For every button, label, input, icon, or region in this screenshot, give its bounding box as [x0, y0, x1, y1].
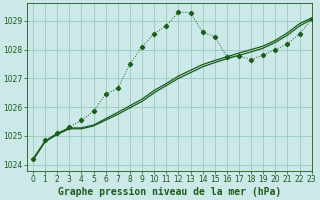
X-axis label: Graphe pression niveau de la mer (hPa): Graphe pression niveau de la mer (hPa): [58, 186, 281, 197]
